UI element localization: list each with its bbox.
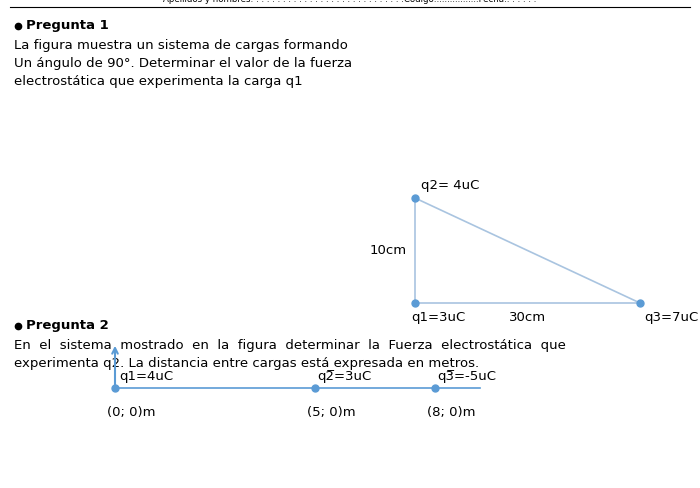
Text: En  el  sistema  mostrado  en  la  figura  determinar  la  Fuerza  electrostátic: En el sistema mostrado en la figura dete… <box>14 339 566 351</box>
Text: Apellidos y nombres: . . . . . . . . . . . . . . . . . . . . . . . . . . . .Codi: Apellidos y nombres: . . . . . . . . . .… <box>163 0 537 4</box>
Text: q2̅=3uC: q2̅=3uC <box>317 370 371 383</box>
Text: La figura muestra un sistema de cargas formando: La figura muestra un sistema de cargas f… <box>14 39 348 52</box>
Text: q3̅=-5uC: q3̅=-5uC <box>437 370 496 383</box>
Text: Pregunta 2: Pregunta 2 <box>26 320 108 332</box>
Text: experimenta q2. La distancia entre cargas está expresada en metros.: experimenta q2. La distancia entre carga… <box>14 357 479 369</box>
Text: (0; 0)m: (0; 0)m <box>107 406 155 419</box>
Text: electrostática que experimenta la carga q1: electrostática que experimenta la carga … <box>14 75 302 87</box>
Text: q1=4uC: q1=4uC <box>119 370 173 383</box>
Text: (8; 0)m: (8; 0)m <box>427 406 475 419</box>
Text: Pregunta 1: Pregunta 1 <box>26 20 108 33</box>
Text: 10cm: 10cm <box>370 244 407 257</box>
Text: (5; 0)m: (5; 0)m <box>307 406 356 419</box>
Text: Un ángulo de 90°. Determinar el valor de la fuerza: Un ángulo de 90°. Determinar el valor de… <box>14 57 352 69</box>
Text: q2= 4uC: q2= 4uC <box>421 179 480 192</box>
Text: 30cm: 30cm <box>509 311 546 324</box>
Text: q1=3uC: q1=3uC <box>411 311 466 324</box>
Text: q3=7uC: q3=7uC <box>644 311 699 324</box>
